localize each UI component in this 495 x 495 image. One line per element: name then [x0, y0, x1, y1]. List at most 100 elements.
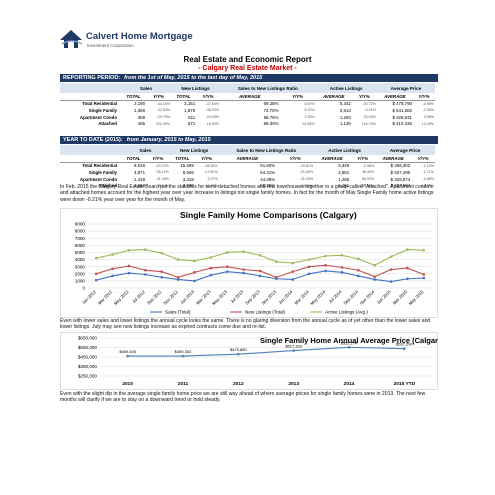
data-point	[258, 269, 262, 273]
data-point	[127, 249, 131, 252]
table-cell: 13.49%	[421, 121, 434, 126]
data-point	[193, 279, 196, 283]
x-tick-label: Jan 2014	[277, 289, 293, 305]
data-point	[144, 268, 147, 272]
data-point	[242, 271, 245, 275]
row-label: Apartment Condo	[79, 176, 117, 182]
y-tick-label: $350,000	[78, 364, 98, 369]
column-header-row: TOTAL Y/Y% TOTAL Y/Y% AVERAGE Y/Y% AVERAGE Y/Y%…	[60, 155, 435, 163]
group-header: New Listings	[171, 83, 220, 93]
x-tick-label: Sep 2013	[244, 289, 261, 306]
table-cell: $ 410,336	[392, 121, 412, 127]
data-point	[160, 251, 164, 255]
table-cell: 55.35%	[260, 183, 276, 189]
data-point	[127, 271, 131, 275]
x-tick-label: 2015 YTD	[394, 381, 416, 387]
group-header: Sales	[121, 83, 172, 93]
table-cell: $ 541,582	[392, 107, 412, 113]
data-label: $479,880	[230, 347, 247, 352]
legend-label: Sales (Total)	[165, 310, 191, 315]
table-cell: 36.40%	[361, 170, 375, 175]
x-tick-label: 2011	[178, 381, 189, 387]
table-cell: -7.35%	[303, 115, 315, 120]
market-subtitle: - Calgary Real Estate Market -	[198, 65, 297, 72]
y-tick-label: 1000	[75, 278, 86, 283]
data-point	[324, 263, 327, 267]
data-point	[373, 278, 376, 281]
table-cell: 122.49%	[155, 121, 171, 126]
y-tick-label: 0	[82, 286, 85, 291]
data-point	[193, 259, 196, 263]
table-row: Single Family 1,366 -42.54% 1,879 -36.20% 72.…	[60, 107, 435, 114]
reporting-period-bar: REPORTING PERIOD: from the 1st of May, 20…	[60, 74, 438, 82]
x-tick-label: Jan 2015	[376, 289, 392, 305]
data-point	[422, 273, 426, 276]
data-point	[258, 274, 262, 278]
empty-cell	[60, 155, 121, 163]
table-cell: 1,879	[184, 107, 196, 113]
plot-frame	[60, 332, 438, 390]
table-cell: 611	[188, 114, 196, 120]
table-cell: $ 407,584	[390, 183, 411, 189]
table-cell: -24.90%	[299, 183, 314, 188]
data-point	[389, 268, 393, 271]
table-cell: 1,510	[134, 183, 146, 189]
data-point	[406, 277, 409, 281]
table-cell: 150.90%	[359, 183, 375, 188]
data-point	[237, 352, 240, 356]
table-cell: 69.30%	[263, 121, 279, 127]
row-label: Attached	[98, 121, 117, 127]
data-point	[373, 263, 376, 267]
data-point	[403, 347, 406, 351]
data-point	[94, 278, 98, 282]
table-cell: 1,428	[134, 176, 146, 182]
table-cell: 8,026	[134, 163, 146, 169]
empty-cell	[60, 83, 121, 93]
table-cell: -47.64%	[205, 101, 219, 106]
company-subtitle: Investment Corporation	[87, 43, 134, 48]
table-cell: 3,318	[182, 176, 194, 182]
table-cell: -31.18%	[155, 177, 169, 182]
x-tick-label: Mar 2014	[293, 289, 310, 306]
x-tick-label: Sep 2014	[342, 289, 359, 306]
row-label: Attached	[98, 183, 117, 189]
table-cell: 1,366	[134, 107, 146, 113]
data-point	[406, 266, 409, 270]
group-header: Average Price	[376, 83, 435, 93]
data-point	[176, 258, 180, 261]
data-point	[356, 274, 360, 278]
group-header-row: Sales New Listings Sales to New Listings R…	[60, 83, 435, 93]
x-tick-label: May 2014	[309, 289, 326, 306]
table-cell: 44.08%	[260, 176, 276, 182]
table-cell: 2,190	[134, 101, 146, 107]
data-point	[94, 272, 98, 276]
data-point	[258, 253, 262, 257]
table-cell: 16.09%	[206, 121, 219, 126]
y-tick-label: $450,000	[78, 355, 98, 360]
table-cell: -1.71%	[422, 170, 434, 175]
data-point	[406, 248, 409, 251]
column-header: Y/Y%	[279, 93, 316, 101]
bar-label: REPORTING PERIOD:	[63, 75, 121, 81]
series-line	[127, 346, 405, 357]
table-cell: 2,881	[338, 169, 350, 175]
x-tick-label: Jul 2014	[328, 289, 343, 304]
data-point	[181, 354, 185, 358]
monthly-table: Sales New Listings Sales to New Listings R…	[60, 83, 435, 127]
data-point	[324, 254, 327, 258]
x-tick-label: Nov 2014	[359, 289, 376, 306]
row-label: Apartment Condo	[79, 114, 117, 120]
column-header: Y/Y%	[351, 93, 377, 101]
data-point	[389, 255, 393, 259]
data-point	[389, 280, 393, 283]
ytd-bar: YEAR TO DATE (2015): from January, 2015 t…	[60, 136, 438, 144]
y-tick-label: 4000	[75, 257, 86, 262]
table-cell: 23.03%	[363, 115, 376, 120]
paragraph: Even with the slight dip in the average …	[60, 391, 426, 404]
x-tick-label: May 2013	[211, 289, 228, 306]
legend-label: Active Listings (Avg.)	[325, 310, 368, 315]
table-cell: -29.75%	[156, 115, 171, 120]
y-tick-label: $250,000	[78, 374, 98, 379]
column-header: Y/Y%	[350, 155, 376, 163]
table-cell: $ 478,790	[392, 101, 412, 107]
